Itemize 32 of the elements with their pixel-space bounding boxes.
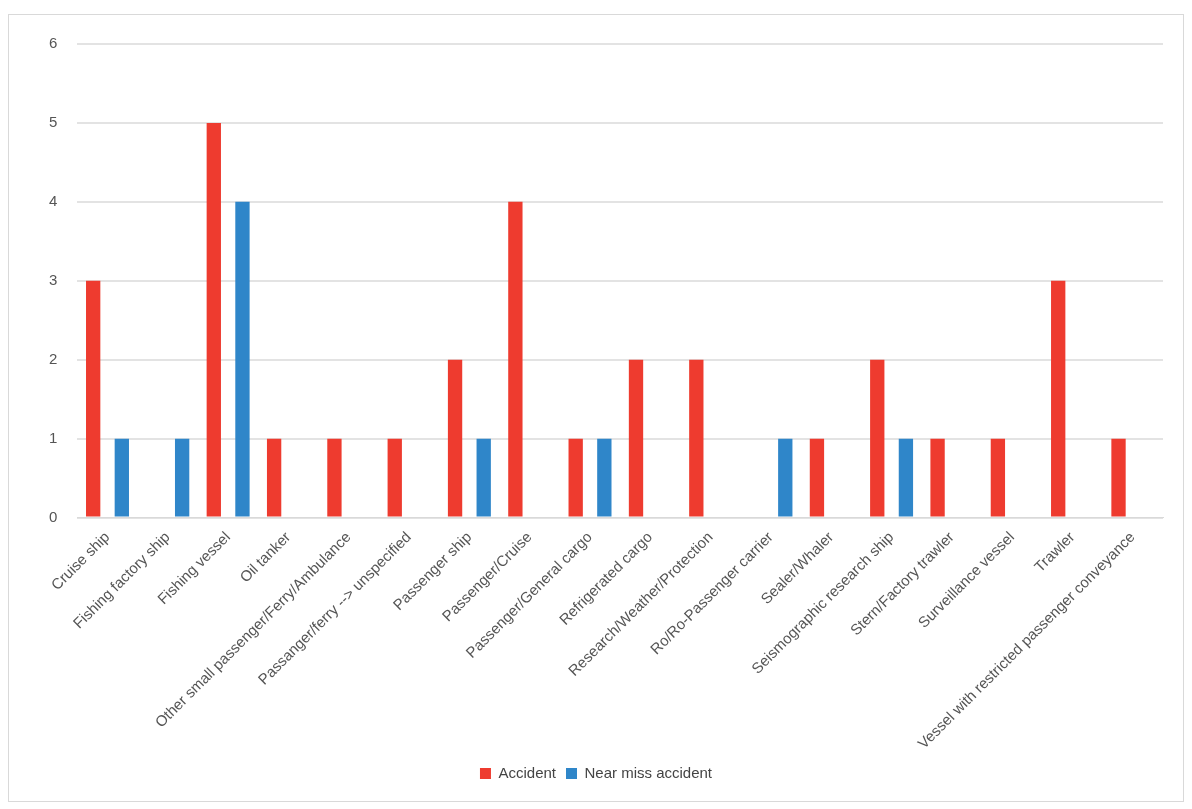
- bar: [990, 438, 1006, 517]
- y-tick-label: 0: [49, 507, 58, 525]
- bar: [689, 359, 704, 517]
- y-tick-label: 6: [49, 34, 58, 52]
- bar: [628, 359, 644, 517]
- bar: [476, 438, 491, 517]
- bar: [1051, 280, 1066, 517]
- y-tick-label: 1: [49, 428, 58, 446]
- bar: [235, 201, 250, 517]
- bar: [174, 438, 190, 517]
- bar: [597, 438, 612, 517]
- bar: [508, 201, 523, 517]
- y-tick-label: 4: [49, 192, 58, 210]
- y-tick-label: 5: [49, 113, 58, 131]
- bar: [1111, 438, 1126, 517]
- bar: [568, 438, 583, 517]
- bar: [327, 438, 342, 517]
- bar: [206, 122, 221, 517]
- bar: [387, 438, 402, 517]
- bar: [778, 438, 793, 517]
- bar: [266, 438, 282, 517]
- legend-label: Accident: [498, 763, 557, 781]
- bar: [809, 438, 825, 517]
- legend-label: Near miss accident: [584, 763, 713, 781]
- bar: [114, 438, 129, 517]
- bar: [898, 438, 914, 517]
- bar: [86, 280, 101, 517]
- bar: [930, 438, 945, 517]
- y-tick-label: 3: [49, 270, 58, 288]
- y-tick-label: 2: [49, 349, 58, 367]
- bar: [447, 359, 463, 517]
- bar: [870, 359, 885, 517]
